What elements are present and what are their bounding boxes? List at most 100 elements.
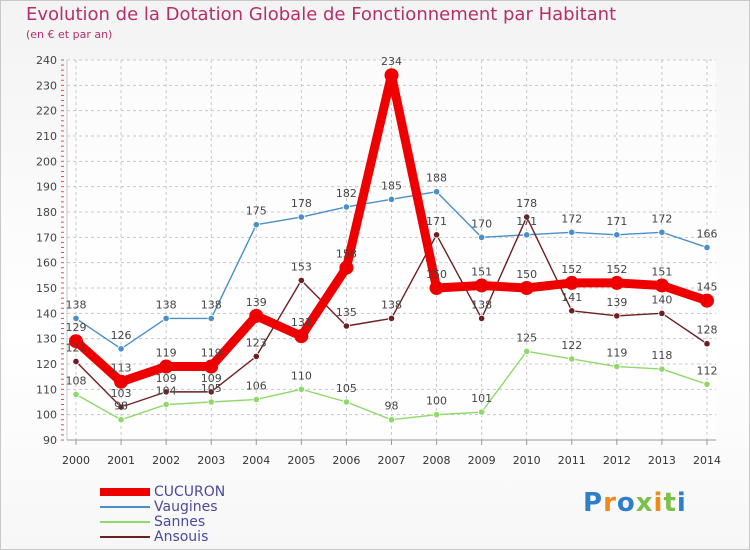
- x-tick-label: 2008: [423, 454, 451, 467]
- data-point-vaugines: [568, 228, 576, 236]
- data-label-vaugines: 138: [201, 298, 222, 311]
- data-point-ansouis: [117, 403, 125, 411]
- data-label-sannes: 101: [471, 392, 492, 405]
- data-point-cucuron: [69, 334, 83, 349]
- data-label-sannes: 119: [606, 347, 627, 360]
- data-label-sannes: 112: [696, 364, 717, 377]
- data-point-ansouis: [568, 307, 576, 315]
- data-label-ansouis: 123: [246, 336, 267, 349]
- data-point-sannes: [387, 416, 396, 424]
- data-point-sannes: [117, 416, 125, 424]
- data-label-cucuron: 152: [606, 263, 627, 276]
- data-point-cucuron: [654, 278, 669, 293]
- data-point-vaugines: [297, 213, 305, 221]
- data-label-ansouis: 128: [696, 324, 717, 337]
- data-point-ansouis: [207, 388, 215, 396]
- data-point-sannes: [72, 390, 80, 398]
- data-label-cucuron: 158: [336, 248, 357, 261]
- x-tick-label: 2002: [152, 454, 180, 467]
- data-label-vaugines: 166: [696, 227, 717, 240]
- y-tick-label: 240: [36, 54, 57, 67]
- data-label-cucuron: 151: [471, 265, 492, 278]
- data-label-cucuron: 119: [156, 347, 177, 360]
- data-label-ansouis: 103: [111, 387, 132, 400]
- data-label-ansouis: 178: [516, 197, 537, 210]
- data-label-cucuron: 151: [651, 265, 672, 278]
- data-label-vaugines: 185: [381, 179, 402, 192]
- x-tick-label: 2012: [603, 454, 631, 467]
- data-label-cucuron: 150: [516, 268, 537, 281]
- data-label-vaugines: 172: [561, 212, 582, 225]
- data-label-cucuron: 113: [111, 362, 132, 375]
- data-label-vaugines: 172: [651, 212, 672, 225]
- data-point-sannes: [432, 411, 441, 419]
- data-point-vaugines: [207, 314, 215, 322]
- data-point-vaugines: [432, 188, 441, 196]
- data-point-sannes: [162, 400, 170, 409]
- data-label-ansouis: 109: [156, 372, 177, 385]
- y-tick-label: 90: [43, 434, 57, 447]
- data-point-ansouis: [297, 276, 305, 284]
- data-label-ansouis: 135: [336, 306, 357, 319]
- logo-letter: r: [603, 488, 617, 518]
- y-tick-label: 230: [36, 79, 57, 92]
- logo-letter: o: [616, 488, 636, 518]
- legend-swatch: [100, 506, 150, 508]
- data-label-ansouis: 140: [651, 293, 672, 306]
- data-point-cucuron: [384, 68, 399, 83]
- data-point-ansouis: [523, 213, 531, 221]
- data-point-ansouis: [342, 322, 351, 330]
- data-point-cucuron: [249, 308, 264, 323]
- data-label-sannes: 104: [156, 385, 177, 398]
- data-label-cucuron: 139: [246, 296, 267, 309]
- data-point-cucuron: [429, 281, 444, 295]
- x-tick-label: 2014: [693, 454, 721, 467]
- y-tick-label: 140: [36, 307, 57, 320]
- data-point-ansouis: [162, 388, 170, 396]
- data-point-vaugines: [613, 231, 621, 239]
- data-point-vaugines: [523, 231, 531, 239]
- x-tick-label: 2006: [332, 454, 360, 467]
- data-label-vaugines: 188: [426, 172, 447, 185]
- logo-letter: x: [635, 488, 654, 518]
- data-label-vaugines: 138: [66, 298, 87, 311]
- data-label-cucuron: 131: [291, 316, 312, 329]
- data-label-sannes: 98: [384, 400, 398, 413]
- data-point-vaugines: [117, 345, 125, 353]
- y-tick-label: 130: [36, 333, 57, 346]
- data-label-cucuron: 119: [201, 347, 222, 360]
- data-point-sannes: [613, 362, 621, 371]
- data-label-ansouis: 109: [201, 372, 222, 385]
- data-point-ansouis: [703, 340, 711, 348]
- data-point-cucuron: [519, 281, 534, 295]
- line-chart: 90 100 110 120 130 140 150 160 170 180 190 200 210 22…: [36, 54, 721, 467]
- data-label-sannes: 108: [66, 374, 87, 387]
- x-tick-label: 2010: [513, 454, 541, 467]
- data-point-vaugines: [658, 228, 666, 236]
- data-point-vaugines: [162, 314, 170, 322]
- data-label-ansouis: 171: [426, 215, 447, 228]
- y-tick-label: 120: [36, 358, 57, 371]
- data-point-cucuron: [159, 359, 174, 374]
- data-point-ansouis: [613, 312, 621, 320]
- logo-letter: t: [663, 488, 677, 518]
- y-tick-label: 180: [36, 206, 57, 219]
- y-tick-label: 110: [36, 383, 57, 396]
- data-label-vaugines: 175: [246, 205, 267, 218]
- legend-swatch: [100, 536, 150, 538]
- data-point-cucuron: [204, 359, 219, 374]
- data-point-cucuron: [294, 329, 309, 344]
- data-point-ansouis: [478, 314, 486, 322]
- x-tick-label: 2005: [287, 454, 315, 467]
- plot-area: [67, 60, 716, 440]
- data-point-cucuron: [699, 293, 714, 308]
- x-tick-label: 2004: [242, 454, 270, 467]
- data-label-sannes: 106: [246, 379, 267, 392]
- data-label-vaugines: 126: [111, 329, 132, 342]
- data-label-sannes: 100: [426, 395, 447, 408]
- data-point-ansouis: [387, 314, 396, 322]
- chart-title: Evolution de la Dotation Globale de Fonc…: [26, 4, 617, 25]
- data-label-vaugines: 178: [291, 197, 312, 210]
- data-label-ansouis: 141: [561, 291, 582, 304]
- data-point-vaugines: [252, 221, 260, 229]
